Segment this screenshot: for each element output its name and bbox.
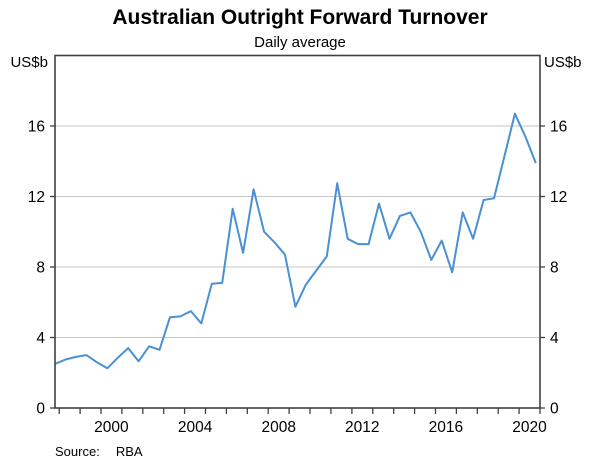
y-axis-unit-left: US$b: [10, 54, 48, 71]
source-label: Source:: [55, 444, 100, 459]
y-tick-label-left: 4: [36, 330, 45, 347]
y-tick-label-left: 12: [28, 189, 45, 206]
plot-border: [54, 54, 541, 409]
x-tick-label: 2004: [178, 419, 213, 436]
y-tick-label-left: 8: [36, 260, 45, 277]
source-value: RBA: [115, 444, 143, 459]
y-tick-label-right: 12: [550, 189, 567, 206]
x-tick-label: 2020: [512, 419, 547, 436]
y-tick-label-right: 8: [550, 260, 559, 277]
x-tick-label: 2012: [345, 419, 379, 436]
y-tick-label-left: 0: [36, 401, 45, 418]
x-tick-label: 2000: [94, 419, 129, 436]
x-tick-label: 2016: [429, 419, 463, 436]
y-axis-unit-right: US$b: [544, 54, 582, 71]
turnover-line: [54, 112, 537, 370]
chart-title: Australian Outright Forward Turnover: [112, 6, 488, 29]
x-tick-label: 2008: [261, 419, 295, 436]
y-tick-label-right: 16: [550, 119, 567, 136]
y-tick-label-right: 0: [550, 401, 559, 418]
y-tick-label-right: 4: [550, 330, 559, 347]
y-tick-label-left: 16: [28, 119, 45, 136]
chart-subtitle: Daily average: [254, 34, 346, 51]
source-note: Source: RBA: [55, 444, 143, 459]
